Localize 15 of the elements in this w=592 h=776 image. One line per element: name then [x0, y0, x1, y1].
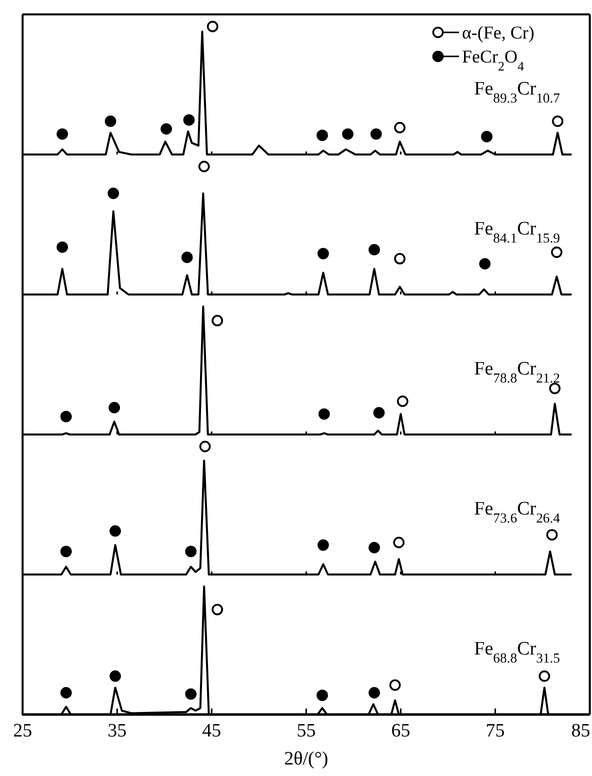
text: Fe$_{68.8}$Cr$_{31.5}$	[474, 638, 560, 665]
text: Fe$_{89.3}$Cr$_{10.7}$	[474, 78, 560, 105]
text: Fe$_{84.1}$Cr$_{15.9}$	[474, 218, 560, 245]
text: Fe$_{78.8}$Cr$_{21.2}$	[474, 358, 560, 385]
x-tick-label: 35	[108, 720, 127, 742]
legend-label: α-(Fe, Cr)	[462, 22, 534, 42]
x-tick-label: 55	[296, 720, 316, 742]
legend-label: FeCr$_{2}$O$_{4}$	[462, 46, 524, 73]
x-tick-label: 85	[571, 720, 590, 742]
x-tick-label: 25	[13, 720, 32, 742]
x-tick-label: 45	[202, 720, 222, 742]
x-tick-label: 75	[486, 720, 505, 742]
x-tick-label: 65	[391, 720, 410, 742]
x-axis-title: 2θ/(°)	[284, 748, 328, 770]
text: Fe$_{73.6}$Cr$_{26.4}$	[474, 498, 560, 525]
